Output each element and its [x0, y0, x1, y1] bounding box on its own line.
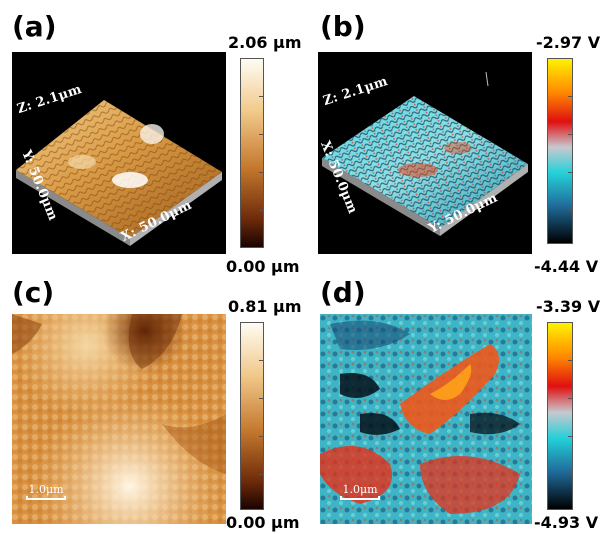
- colorbar-tick: [259, 436, 264, 437]
- colorbar-tick: [259, 96, 264, 97]
- colorbar-tick: [259, 210, 264, 211]
- panel-c-scale-max: 0.81 μm: [228, 297, 302, 316]
- panel-a-scale-max: 2.06 μm: [228, 33, 302, 52]
- colorbar-tick: [259, 360, 264, 361]
- colorbar-tick: [568, 360, 573, 361]
- colorbar-tick: [259, 172, 264, 173]
- colorbar-tick: [568, 398, 573, 399]
- panel-b-potential-colorbar: [547, 58, 573, 244]
- colorbar-tick: [568, 474, 573, 475]
- panel-c-label: (c): [12, 276, 55, 309]
- panel-d-potential-map: [320, 314, 532, 524]
- panel-c-scale-min: 0.00 μm: [226, 513, 300, 532]
- panel-d-scale-min: -4.93 V: [534, 513, 599, 532]
- panel-b-scale-max: -2.97 V: [536, 33, 601, 52]
- panel-d-scale-max: -3.39 V: [536, 297, 601, 316]
- colorbar-tick: [568, 210, 573, 211]
- panel-d-potential-colorbar: [547, 322, 573, 510]
- panel-b-3d-potential: [318, 52, 532, 254]
- panel-d-label: (d): [320, 276, 366, 309]
- panel-c-topography-map: [12, 314, 226, 524]
- panel-a-height-colorbar: [240, 58, 264, 248]
- panel-c-height-colorbar: [240, 322, 264, 510]
- colorbar-tick: [259, 398, 264, 399]
- colorbar-tick: [568, 436, 573, 437]
- panel-b-label: (b): [320, 10, 366, 43]
- potential-2d-map-d: [320, 314, 532, 524]
- panel-a-label: (a): [12, 10, 57, 43]
- panel-b-scale-min: -4.44 V: [534, 257, 599, 276]
- scale-bar-line: [340, 496, 380, 500]
- panel-a-scale-min: 0.00 μm: [226, 257, 300, 276]
- panel-a-3d-topography: [12, 52, 226, 254]
- topography-2d-map-c: [12, 314, 226, 524]
- potential-3d-surface-b: [318, 52, 532, 254]
- panel-c-scale-bar-label: 1.0μm: [28, 483, 64, 496]
- colorbar-tick: [568, 134, 573, 135]
- panel-d-scale-bar: 1.0μm: [340, 484, 380, 500]
- colorbar-tick: [568, 96, 573, 97]
- panel-d-scale-bar-label: 1.0μm: [342, 483, 378, 496]
- colorbar-tick: [568, 172, 573, 173]
- topography-3d-surface-a: [12, 52, 226, 254]
- scale-bar-line: [26, 496, 66, 500]
- colorbar-tick: [259, 474, 264, 475]
- colorbar-tick: [259, 134, 264, 135]
- panel-c-scale-bar: 1.0μm: [26, 484, 66, 500]
